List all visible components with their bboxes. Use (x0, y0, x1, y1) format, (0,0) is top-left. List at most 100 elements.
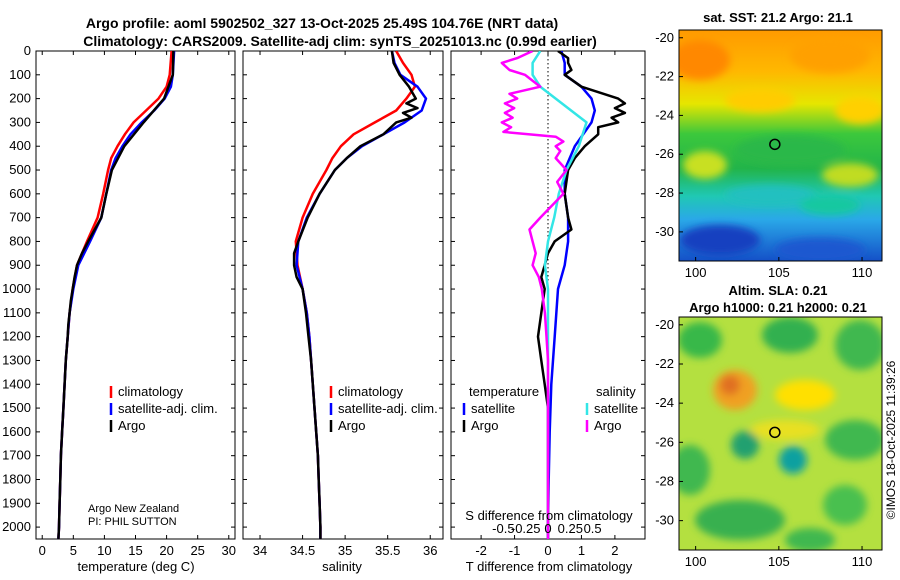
depth-tick-label: 900 (9, 257, 31, 272)
sst-map: sat. SST: 21.2 Argo: 21.1 100 105 110 -20 -2… (655, 10, 883, 280)
series-argo (292, 51, 419, 539)
depth-tick-label: 600 (9, 186, 31, 201)
legend-t-satellite-label: satellite (471, 401, 515, 416)
map-y-tick-label: -28 (655, 473, 674, 488)
difference-xlabel: T difference from climatology (466, 559, 633, 574)
sla-patch (785, 528, 835, 550)
salinity-axes-box (242, 50, 444, 540)
difference-lines (500, 51, 627, 539)
x-tick-label: 25 (190, 543, 204, 558)
map-y-tick-label: -26 (655, 146, 674, 161)
sla-patch (695, 500, 785, 540)
depth-tick-label: 400 (9, 138, 31, 153)
argo-location-marker (769, 138, 781, 151)
sla-map-title: Altim. SLA: 0.21 (729, 283, 828, 298)
x-tick-label: 35 (338, 543, 352, 558)
sla-map: Altim. SLA: 0.21 Argo h1000: 0.21 h2000:… (655, 283, 883, 569)
map-y-tick-label: -30 (655, 224, 674, 239)
difference-panel: -2 -1 0 1 2 T difference from climatology S … (450, 50, 646, 574)
sla-patch (825, 420, 882, 460)
map-x-tick-label: 105 (768, 265, 790, 280)
copyright-label: ©IMOS 18-Oct-2025 11:39:26 (884, 360, 898, 519)
depth-tick-label: 0 (24, 43, 31, 58)
salinity-x-axis: 34 34.5 35 35.5 36 (253, 51, 437, 558)
legend-argo-label: Argo (118, 418, 145, 433)
map-x-tick-label: 110 (852, 265, 873, 280)
x-tick-label: 34 (253, 543, 267, 558)
series-temperature-argo (536, 51, 627, 539)
s-tick-label: -0.25 (511, 521, 541, 536)
x-tick-label: 0 (544, 543, 551, 558)
depth-tick-label: 1600 (2, 424, 31, 439)
sla-field (679, 317, 882, 550)
temperature-axes-box (35, 50, 236, 540)
sla-map-subtitle: Argo h1000: 0.21 h2000: 0.21 (689, 300, 867, 315)
salinity-panel: 34 34.5 35 35.5 36 salinity climatology sate… (242, 50, 444, 574)
sla-patch (762, 317, 818, 353)
legend-satellite-label: satellite-adj. clim. (118, 401, 218, 416)
depth-tick-label: 100 (9, 67, 31, 82)
sst-map-axes: 100 105 110 -20 -22 -24 -26 -28 -30 (655, 30, 872, 280)
depth-tick-label: 1000 (2, 281, 31, 296)
sst-map-frame (678, 29, 883, 262)
sla-patch (720, 375, 740, 395)
depth-tick-label: 700 (9, 210, 31, 225)
annotation-line-1: Argo New Zealand (88, 503, 179, 515)
sst-map-title: sat. SST: 21.2 Argo: 21.1 (703, 10, 853, 25)
legend-salinity-heading: salinity (596, 384, 636, 399)
map-y-tick-label: -20 (655, 30, 674, 45)
sla-patch (779, 446, 807, 474)
sst-patch (822, 163, 878, 187)
sla-patch (731, 431, 759, 459)
sla-patch (775, 380, 835, 410)
sla-map-axes: 100 105 110 -20 -22 -24 -26 -28 -30 (655, 317, 872, 569)
salinity-xlabel: salinity (322, 559, 362, 574)
sla-patch (679, 322, 722, 358)
sla-patch (823, 485, 867, 525)
x-tick-label: 35.5 (375, 543, 400, 558)
sla-patch (750, 420, 820, 440)
depth-axis: 0 100 200 300 400 500 600 700 800 900 1000 1100 1200… (2, 43, 235, 534)
s-tick-label: 0 (544, 521, 551, 536)
x-tick-label: 2 (611, 543, 618, 558)
annotation-line-2: PI: PHIL SUTTON (88, 516, 177, 528)
depth-tick-label: 1400 (2, 376, 31, 391)
depth-tick-label: 2000 (2, 519, 31, 534)
title-line-2: Climatology: CARS2009. Satellite-adj cli… (83, 33, 597, 49)
legend-satellite-label: satellite-adj. clim. (338, 401, 438, 416)
x-tick-label: 36 (423, 543, 437, 558)
map-y-tick-label: -26 (655, 434, 674, 449)
depth-tick-label: 1900 (2, 495, 31, 510)
argo-location-marker (769, 426, 781, 439)
difference-depth-ticks (451, 50, 645, 528)
legend-climatology-label: climatology (118, 384, 184, 399)
x-tick-label: 20 (159, 543, 173, 558)
legend-s-argo-label: Argo (594, 418, 621, 433)
difference-s-label: S difference from climatology (465, 508, 633, 523)
temperature-lines (57, 51, 176, 539)
temperature-legend: climatology satellite-adj. clim. Argo (109, 384, 218, 433)
sst-field (679, 30, 882, 261)
map-y-tick-label: -30 (655, 513, 674, 528)
depth-tick-label: 1500 (2, 400, 31, 415)
temperature-panel: 0100200300400500600700800900100011001200… (2, 43, 236, 574)
x-tick-label: 34.5 (290, 543, 315, 558)
sst-patch (680, 225, 760, 255)
difference-x-axis: -2 -1 0 1 2 (475, 51, 619, 558)
map-y-tick-label: -20 (655, 317, 674, 332)
sst-patch (835, 96, 882, 124)
title-line-1: Argo profile: aoml 5902502_327 13-Oct-20… (86, 15, 558, 31)
map-x-tick-label: 110 (852, 554, 873, 569)
depth-tick-label: 500 (9, 162, 31, 177)
sst-patches (679, 37, 882, 261)
x-tick-label: -2 (475, 543, 487, 558)
depth-tick-label: 1800 (2, 471, 31, 486)
depth-tick-label: 300 (9, 114, 31, 129)
sla-patches (679, 317, 882, 550)
salinity-difference-scale: -0.5-0.25 0 0.25 0.5 (492, 521, 601, 536)
s-tick-label: 0.25 (558, 521, 583, 536)
s-tick-label: 0.5 (584, 521, 602, 536)
legend-t-argo-label: Argo (471, 418, 498, 433)
salinity-legend: climatology satellite-adj. clim. Argo (329, 384, 438, 433)
